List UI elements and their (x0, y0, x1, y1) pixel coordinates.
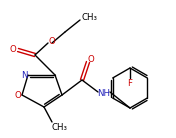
Text: O: O (49, 38, 55, 47)
Text: F: F (127, 79, 133, 88)
Text: CH₃: CH₃ (82, 14, 98, 22)
Text: CH₃: CH₃ (52, 124, 68, 132)
Text: NH: NH (98, 88, 111, 98)
Text: O: O (15, 91, 21, 99)
Text: O: O (10, 46, 16, 55)
Text: O: O (88, 55, 94, 64)
Text: N: N (21, 71, 27, 79)
